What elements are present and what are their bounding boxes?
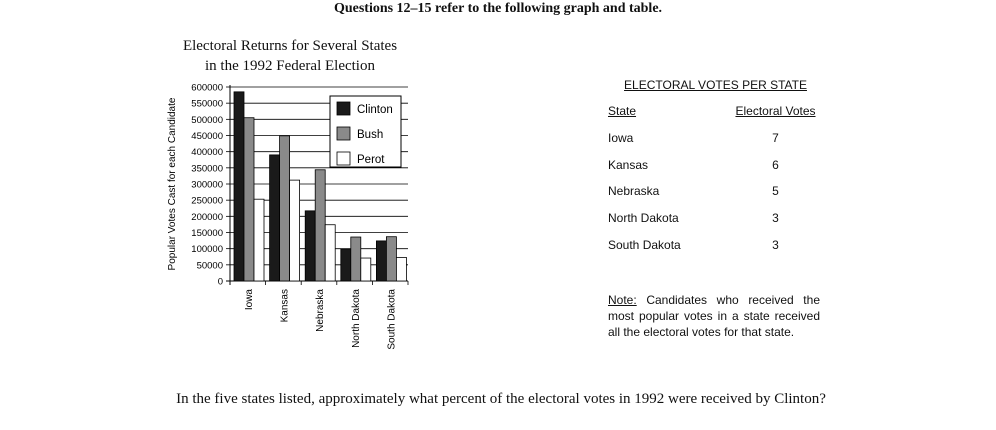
question-text: In the five states listed, approximately… — [176, 391, 826, 407]
table-row: Iowa 7 — [608, 131, 823, 158]
bar-clinton — [340, 248, 352, 282]
legend-swatch-clinton — [336, 101, 351, 116]
y-tick-label: 550000 — [191, 99, 223, 110]
table-note: Note: Candidates who received the most p… — [608, 292, 820, 340]
legend-label-clinton: Clinton — [357, 104, 393, 116]
legend-swatch-perot — [336, 151, 351, 166]
table-row: North Dakota 3 — [608, 211, 823, 238]
bar-perot — [289, 179, 301, 282]
table-cell-state: Nebraska — [608, 184, 660, 199]
x-tick-label: Nebraska — [315, 289, 326, 332]
table-header-state: State — [608, 104, 637, 118]
legend-label-perot: Perot — [357, 154, 385, 166]
y-tick-label: 0 — [218, 277, 223, 288]
y-tick-label: 400000 — [191, 147, 223, 158]
y-tick-label: 200000 — [191, 212, 223, 223]
table-cell-votes: 6 — [772, 157, 779, 172]
note-text: Candidates who received the most popular… — [608, 293, 820, 339]
table-cell-votes: 5 — [772, 184, 779, 199]
chart-title: Electoral Returns for Several States in … — [150, 36, 430, 76]
table-cell-votes: 3 — [772, 237, 779, 252]
table-cell-state: Iowa — [608, 130, 634, 145]
y-tick-label: 100000 — [191, 244, 223, 255]
bar-bush — [314, 169, 326, 282]
table-title: ELECTORAL VOTES PER STATE — [624, 78, 807, 92]
bar-perot — [324, 224, 336, 282]
x-tick-label: North Dakota — [351, 289, 362, 348]
y-tick-label: 600000 — [191, 83, 223, 94]
chart-title-line2: in the 1992 Federal Election — [205, 58, 375, 74]
note-label: Note: — [608, 293, 637, 307]
table-row: Kansas 6 — [608, 158, 823, 185]
bar-clinton — [375, 240, 387, 282]
bar-clinton — [233, 91, 245, 282]
x-tick-label: Kansas — [280, 289, 291, 322]
table-cell-state: South Dakota — [608, 237, 681, 252]
y-tick-label: 50000 — [197, 260, 223, 271]
bar-chart: Popular Votes Cast for each Candidate 0 50… — [167, 83, 409, 350]
legend-label-bush: Bush — [357, 129, 383, 141]
bar-bush — [243, 117, 255, 282]
bar-perot — [395, 256, 407, 282]
bar-bush — [350, 236, 362, 282]
table-cell-votes: 7 — [772, 130, 779, 145]
y-tick-label: 150000 — [191, 228, 223, 239]
chart-title-line1: Electoral Returns for Several States — [182, 38, 398, 54]
x-tick-label: Iowa — [244, 289, 255, 311]
y-tick-label: 250000 — [191, 196, 223, 207]
bar-bush — [385, 236, 397, 282]
table-header-row: State Electoral Votes — [608, 104, 823, 131]
bar-clinton — [304, 210, 316, 282]
legend-swatch-bush — [336, 126, 351, 141]
y-tick-label: 450000 — [191, 131, 223, 142]
bar-perot — [360, 257, 372, 282]
section-header: Questions 12–15 refer to the following g… — [333, 1, 663, 16]
table-header-votes: Electoral Votes — [735, 104, 816, 118]
y-axis-label: Popular Votes Cast for each Candidate — [167, 97, 178, 270]
electoral-votes-table: ELECTORAL VOTES PER STATE State Electora… — [608, 78, 823, 265]
table-cell-votes: 3 — [772, 211, 779, 226]
x-tick-label: South Dakota — [386, 289, 397, 350]
bar-perot — [253, 198, 265, 282]
table-row: South Dakota 3 — [608, 238, 823, 265]
y-tick-label: 350000 — [191, 163, 223, 174]
y-tick-label: 500000 — [191, 115, 223, 126]
bar-bush — [279, 135, 290, 282]
bar-clinton — [269, 154, 280, 282]
table-row: Nebraska 5 — [608, 184, 823, 211]
y-tick-label: 300000 — [191, 180, 223, 191]
table-cell-state: North Dakota — [608, 211, 679, 226]
table-cell-state: Kansas — [608, 157, 649, 172]
